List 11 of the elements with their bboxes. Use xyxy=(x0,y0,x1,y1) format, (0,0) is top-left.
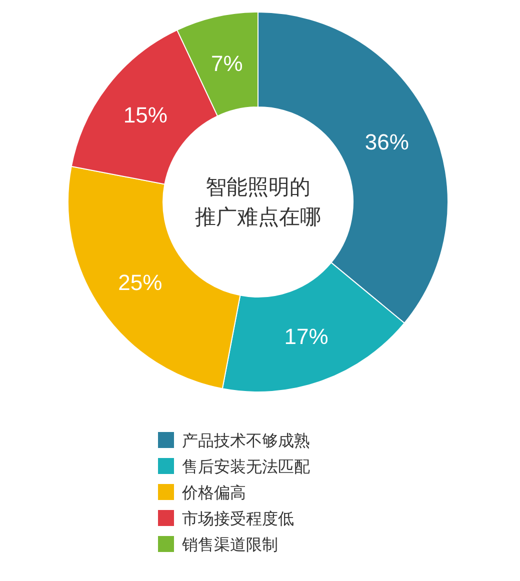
legend-label: 售后安装无法匹配 xyxy=(182,458,310,476)
legend-label: 价格偏高 xyxy=(181,484,246,502)
text: 智能照明的推广难点在哪 xyxy=(195,176,321,229)
data-label: 25% xyxy=(118,270,162,296)
legend-label: 产品技术不够成熟 xyxy=(182,432,310,450)
legend-label: 市场接受程度低 xyxy=(182,510,294,528)
data-label: 36% xyxy=(364,129,409,154)
data-label: 15% xyxy=(123,102,168,128)
legend-label: 销售渠道限制 xyxy=(181,536,278,554)
data-label: 17% xyxy=(284,324,328,350)
data-label: 7% xyxy=(211,50,243,76)
